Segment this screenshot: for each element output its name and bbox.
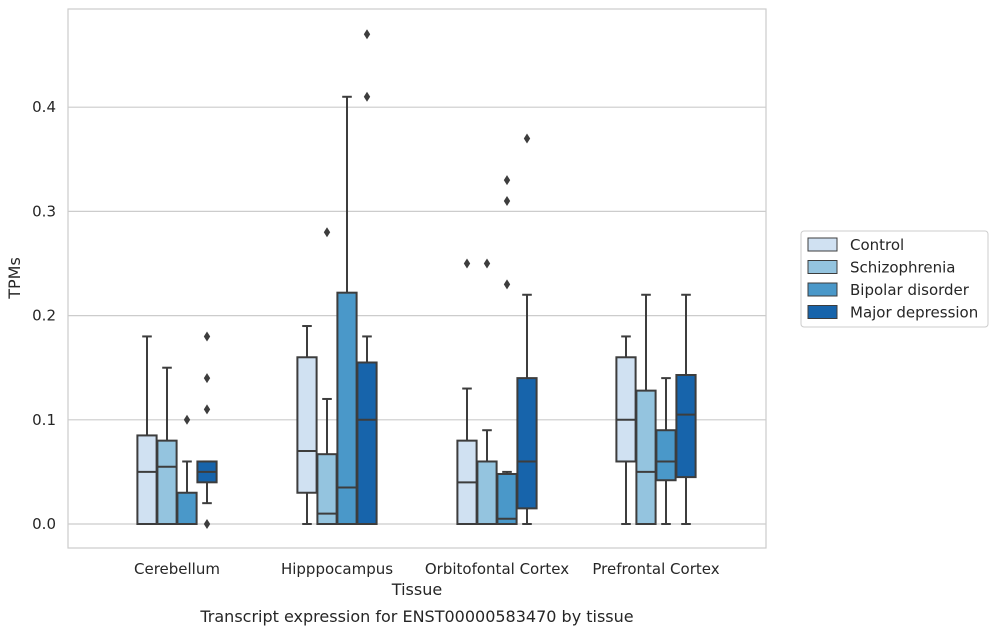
legend-label: Schizophrenia bbox=[850, 259, 955, 277]
outlier-point bbox=[363, 91, 371, 102]
box-body bbox=[615, 356, 637, 463]
y-tick-label: 0.3 bbox=[32, 202, 56, 220]
legend: Control Schizophrenia Bipolar disorder Majo… bbox=[800, 230, 989, 328]
y-tick-label: 0.1 bbox=[32, 411, 56, 429]
legend-swatch bbox=[807, 305, 838, 319]
box-bipolar-disorder bbox=[176, 414, 198, 525]
box-major-depression bbox=[196, 331, 218, 529]
legend-swatch bbox=[807, 282, 838, 297]
chart-caption: Transcript expression for ENST0000058347… bbox=[199, 607, 633, 626]
x-axis-label: Tissue bbox=[391, 580, 442, 599]
box-body bbox=[675, 373, 697, 479]
outlier-point bbox=[323, 227, 331, 238]
box-bipolar-disorder bbox=[496, 175, 518, 526]
box-body bbox=[496, 472, 518, 526]
box-major-depression bbox=[516, 133, 538, 525]
x-tick-label: Orbitofontal Cortex bbox=[425, 560, 569, 578]
box-major-depression bbox=[356, 29, 378, 525]
outlier-point bbox=[203, 331, 211, 342]
box-body bbox=[516, 377, 538, 510]
box-schizophrenia bbox=[635, 293, 657, 525]
y-tick-label: 0.2 bbox=[32, 307, 56, 325]
box-control bbox=[136, 335, 158, 525]
box-schizophrenia bbox=[476, 258, 498, 526]
box-body bbox=[356, 361, 378, 525]
outlier-point bbox=[363, 29, 371, 40]
box-body bbox=[136, 434, 158, 525]
plot-frame bbox=[67, 8, 767, 549]
box-control bbox=[615, 335, 637, 525]
x-tick-label: Cerebellum bbox=[134, 560, 220, 578]
box-major-depression bbox=[675, 293, 697, 525]
box-control bbox=[456, 258, 478, 526]
outlier-point bbox=[203, 373, 211, 384]
legend-label: Bipolar disorder bbox=[850, 281, 970, 299]
box-bipolar-disorder bbox=[336, 95, 358, 525]
box-schizophrenia bbox=[316, 227, 338, 526]
legend-label: Control bbox=[850, 236, 904, 254]
outlier-point bbox=[523, 133, 531, 144]
box-body bbox=[476, 460, 498, 526]
outlier-point bbox=[183, 414, 191, 425]
box-body bbox=[655, 429, 677, 482]
legend-swatch bbox=[807, 260, 838, 274]
box-body bbox=[635, 389, 657, 525]
y-tick-label: 0.4 bbox=[32, 98, 56, 116]
outlier-point bbox=[483, 258, 491, 269]
outlier-point bbox=[203, 519, 211, 529]
x-tick-label: Hipppocampus bbox=[281, 560, 393, 578]
x-tick-label: Prefrontal Cortex bbox=[592, 560, 719, 578]
box-schizophrenia bbox=[156, 366, 178, 526]
box-body bbox=[336, 291, 358, 525]
box-body bbox=[156, 439, 178, 526]
y-tick-label: 0.0 bbox=[32, 515, 56, 533]
outlier-point bbox=[463, 258, 471, 269]
box-body bbox=[296, 356, 318, 494]
x-axis-ticks: Cerebellum Hipppocampus Orbitofontal Corte… bbox=[134, 560, 720, 578]
outlier-point bbox=[503, 195, 511, 206]
outlier-point bbox=[203, 404, 211, 415]
legend-frame bbox=[800, 230, 989, 328]
y-axis-label: TPMs bbox=[5, 257, 24, 300]
legend-label: Major depression bbox=[850, 304, 978, 322]
box-bipolar-disorder bbox=[655, 377, 677, 525]
legend-swatch bbox=[807, 237, 838, 252]
box-series bbox=[136, 29, 697, 529]
box-body bbox=[176, 491, 198, 525]
outlier-point bbox=[503, 279, 511, 290]
outlier-point bbox=[503, 175, 511, 186]
y-axis-ticks: 0.0 0.1 0.2 0.3 0.4 bbox=[32, 98, 56, 533]
box-control bbox=[296, 325, 318, 525]
